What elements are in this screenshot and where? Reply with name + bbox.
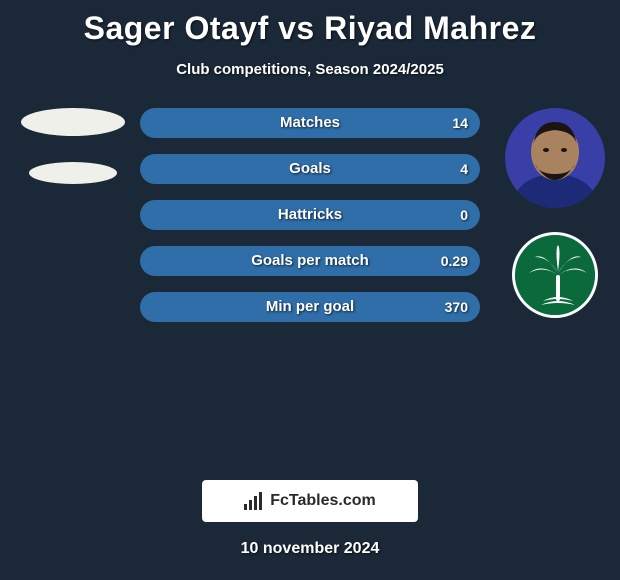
stat-label: Hattricks [140, 200, 480, 230]
stat-value-right: 370 [445, 292, 468, 322]
player-right-photo-icon [505, 108, 605, 208]
stat-label: Goals per match [140, 246, 480, 276]
stat-value-right: 0.29 [441, 246, 468, 276]
stat-label: Min per goal [140, 292, 480, 322]
stat-label: Goals [140, 154, 480, 184]
stat-row-hattricks: Hattricks 0 [140, 200, 480, 230]
stat-bars: Matches 14 Goals 4 Hattricks 0 Goals per… [140, 108, 480, 338]
date-text: 10 november 2024 [0, 540, 620, 558]
stat-value-right: 14 [452, 108, 468, 138]
player-right-column [500, 108, 610, 318]
bar-chart-icon [244, 492, 264, 510]
player-left-column [18, 108, 128, 210]
stat-row-goals-per-match: Goals per match 0.29 [140, 246, 480, 276]
brand-text: FcTables.com [270, 492, 376, 510]
stat-value-right: 4 [460, 154, 468, 184]
page-subtitle: Club competitions, Season 2024/2025 [0, 61, 620, 78]
brand-badge: FcTables.com [202, 480, 418, 522]
player-right-avatar [505, 108, 605, 208]
stat-label: Matches [140, 108, 480, 138]
player-right-crest [512, 232, 598, 318]
comparison-area: Matches 14 Goals 4 Hattricks 0 Goals per… [0, 108, 620, 468]
stat-row-goals: Goals 4 [140, 154, 480, 184]
player-left-avatar-placeholder [21, 108, 125, 136]
palm-tree-icon [515, 235, 598, 318]
stat-row-matches: Matches 14 [140, 108, 480, 138]
stat-value-right: 0 [460, 200, 468, 230]
page-title: Sager Otayf vs Riyad Mahrez [0, 0, 620, 47]
player-left-crest-placeholder [29, 162, 117, 184]
stat-row-min-per-goal: Min per goal 370 [140, 292, 480, 322]
